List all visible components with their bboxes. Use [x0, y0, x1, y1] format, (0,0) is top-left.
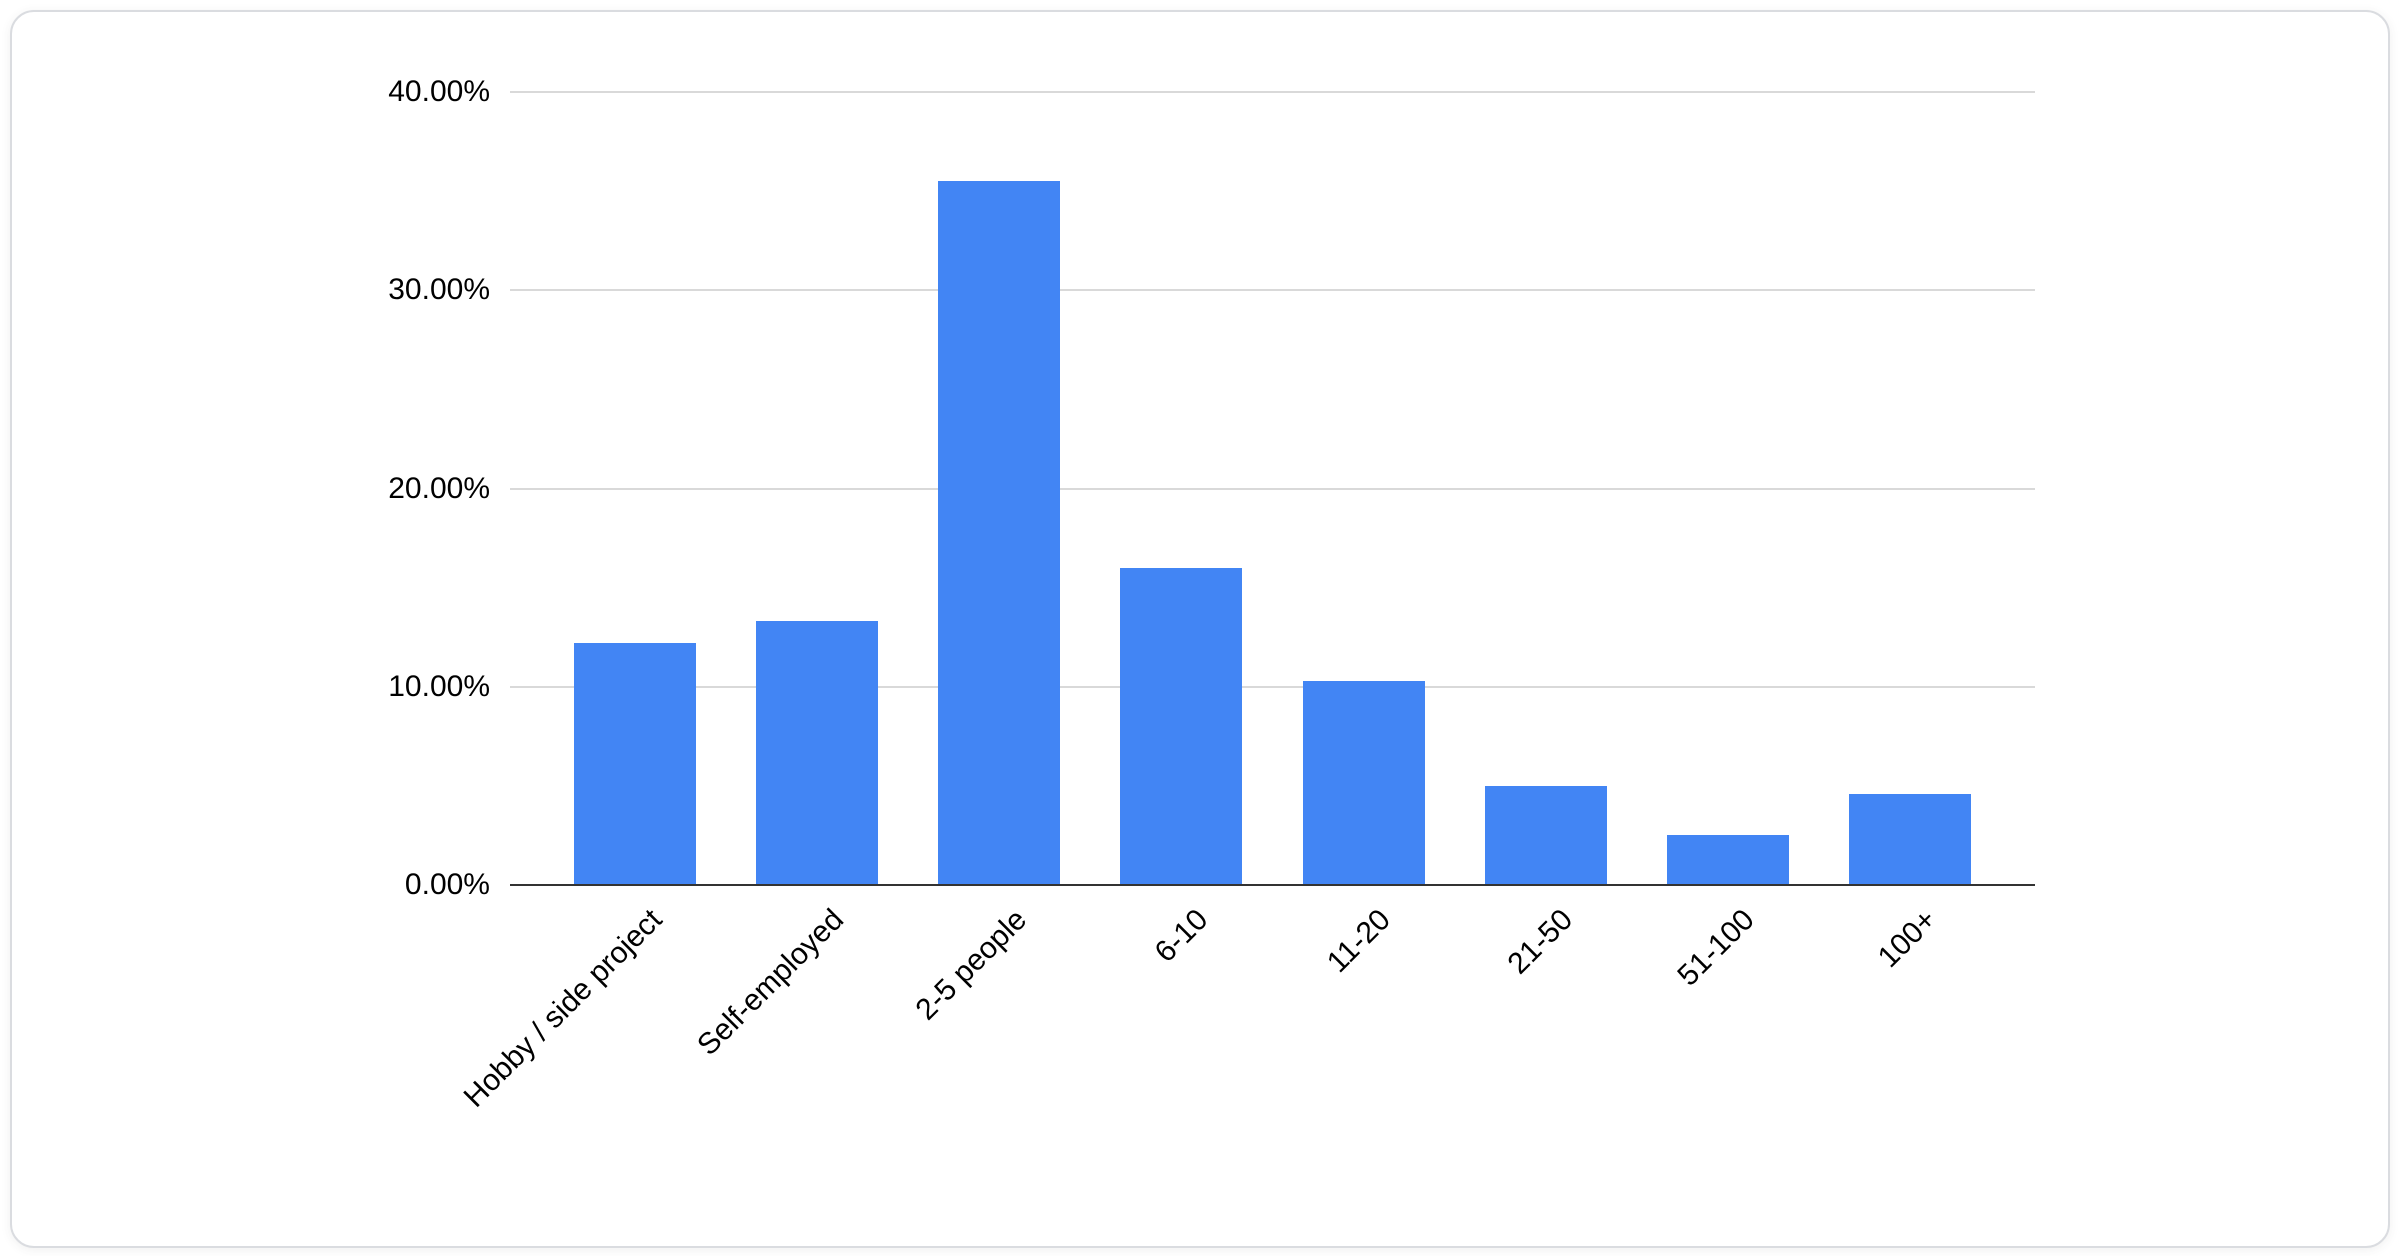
x-axis-category-label: 2-5 people — [909, 903, 1033, 1027]
x-axis-line — [510, 884, 2035, 886]
bar — [938, 181, 1061, 885]
y-axis-tick-label: 10.00% — [388, 669, 490, 703]
y-axis-tick-label: 40.00% — [388, 75, 490, 108]
x-axis-category-label: 11-20 — [1320, 903, 1397, 980]
gridline — [510, 91, 2035, 93]
x-axis-category-label: Hobby / side project — [457, 903, 669, 1114]
y-axis-tick-label: 0.00% — [404, 868, 490, 901]
bar — [1848, 793, 1971, 885]
gridline — [510, 487, 2035, 490]
x-axis-category-label: 6-10 — [1148, 903, 1215, 969]
bar — [1484, 785, 1607, 885]
bar — [1120, 567, 1243, 885]
y-axis-tick-label: 20.00% — [388, 471, 490, 505]
bar — [756, 621, 879, 885]
x-axis-category-label: 100+ — [1872, 903, 1944, 975]
gridline — [510, 685, 2035, 688]
x-axis-category-label: Self-employed — [691, 903, 851, 1062]
x-axis-category-label: 51-100 — [1671, 903, 1762, 993]
gridline — [510, 289, 2035, 292]
x-axis-category-label: 21-50 — [1501, 903, 1580, 981]
bar — [574, 643, 697, 885]
bar — [1302, 680, 1425, 885]
y-axis-tick-label: 30.00% — [388, 273, 490, 307]
bar — [1666, 835, 1789, 885]
